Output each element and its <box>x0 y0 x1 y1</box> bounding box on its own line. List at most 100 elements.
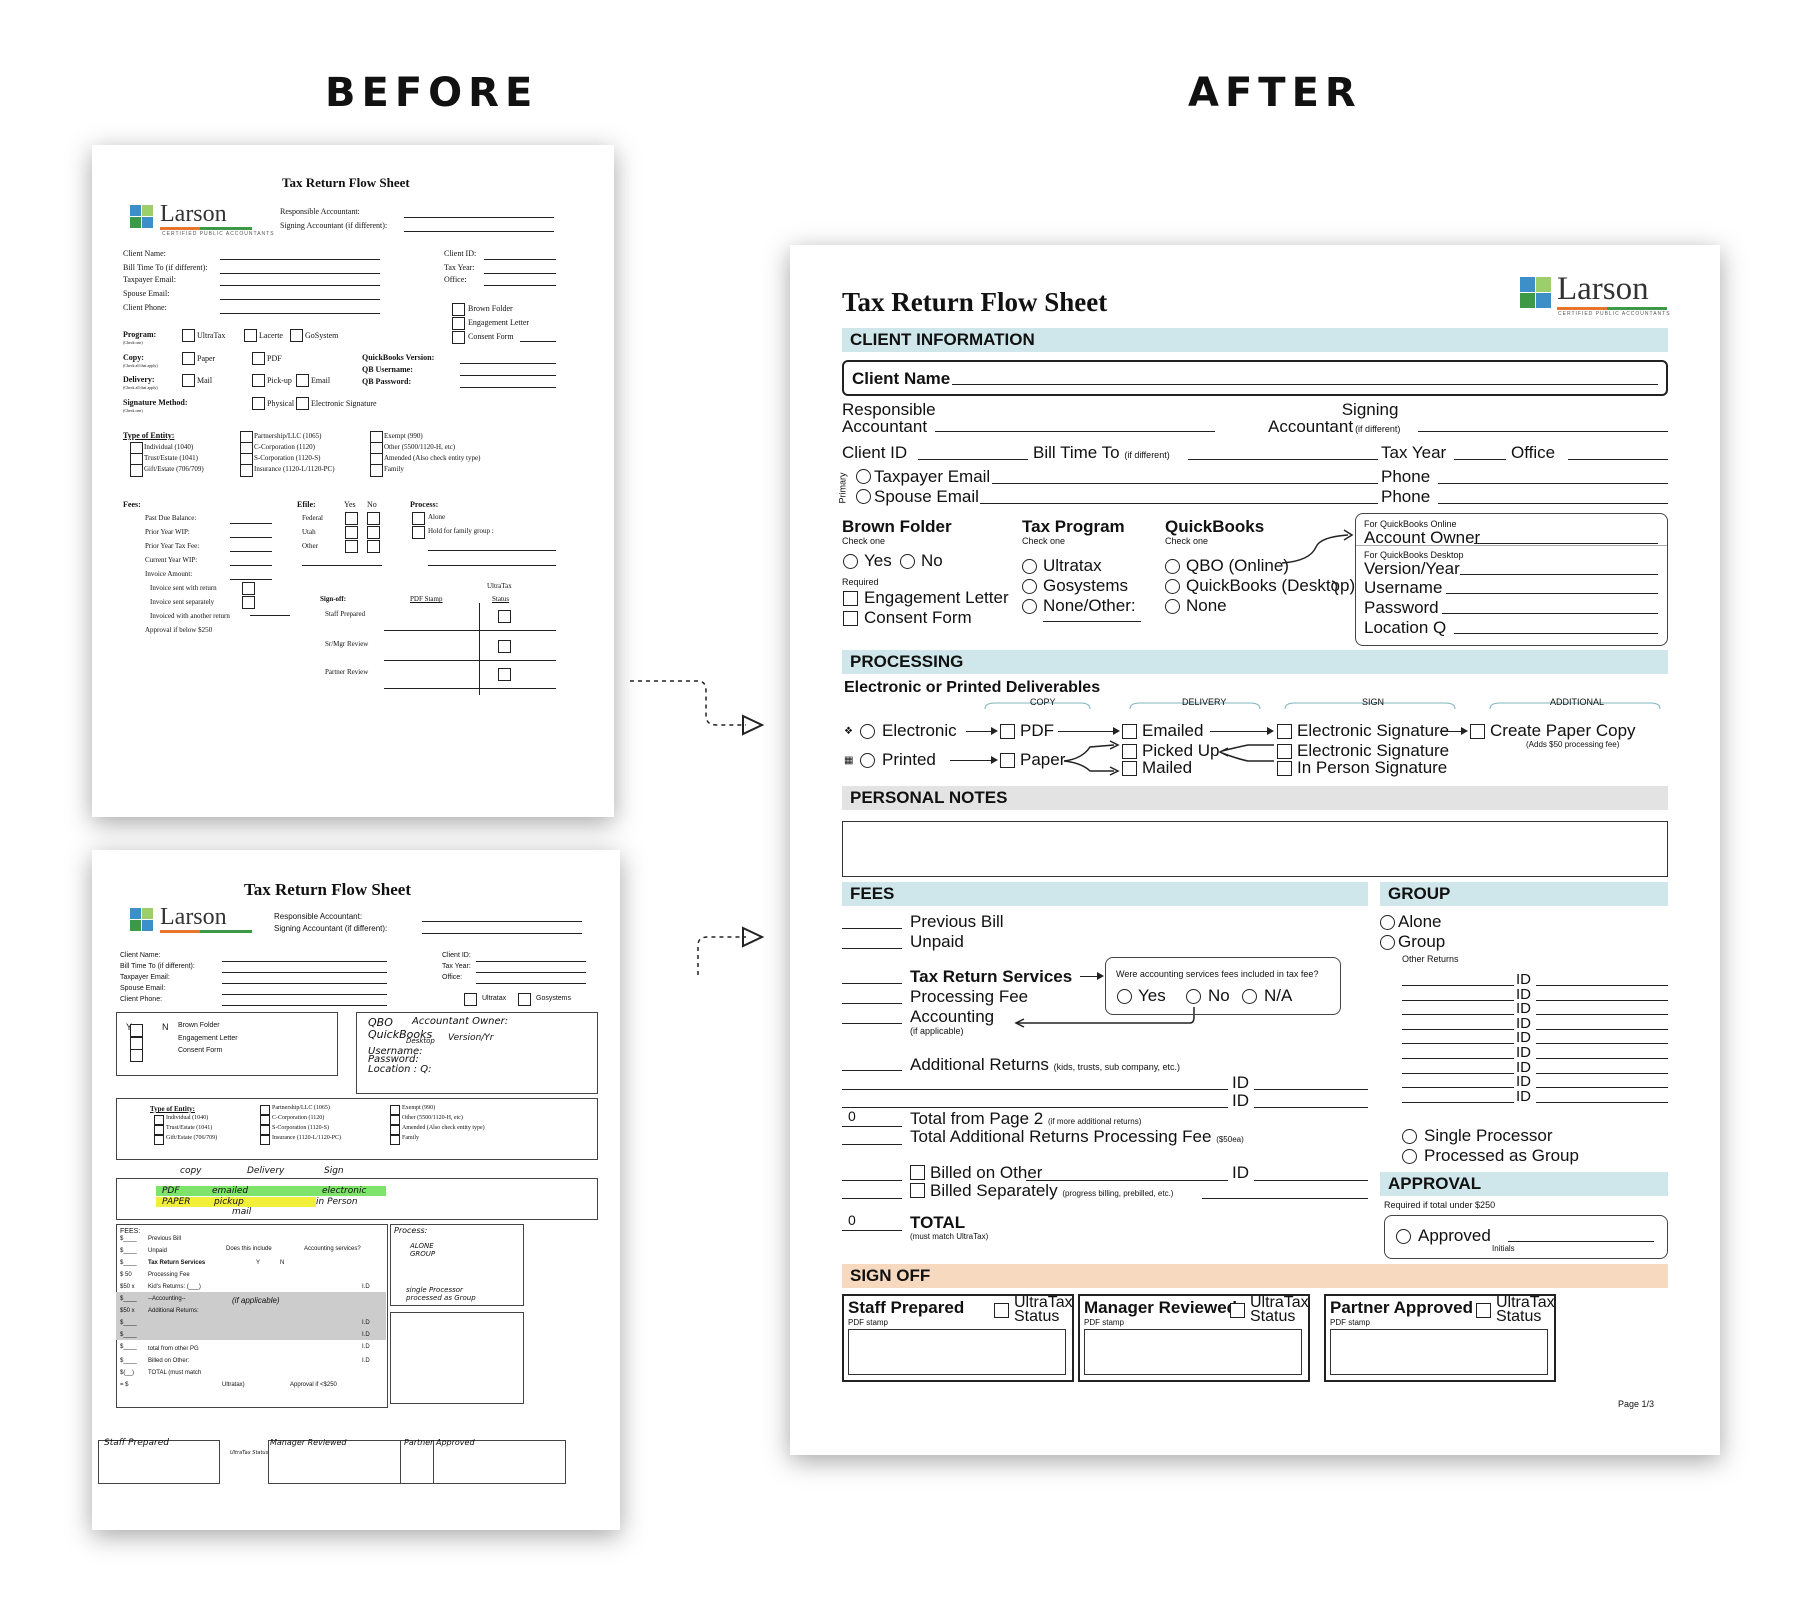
b2-entity-checkbox[interactable] <box>260 1105 270 1115</box>
b1-efile-yes-checkbox[interactable] <box>345 512 358 525</box>
brown-folder-yes-radio[interactable] <box>843 554 858 569</box>
b1-entity-checkbox[interactable] <box>240 464 253 477</box>
billed-separately-checkbox[interactable] <box>910 1183 925 1198</box>
in-person-signature-checkbox[interactable] <box>1277 761 1292 776</box>
ultratax-status-checkbox[interactable] <box>994 1303 1009 1318</box>
b1-efile-no-checkbox[interactable] <box>367 526 380 539</box>
b1-folder-checkbox[interactable] <box>452 303 465 316</box>
electronic-radio[interactable] <box>860 724 875 739</box>
b2-entity-checkbox[interactable] <box>390 1135 400 1145</box>
b1-process-checkbox[interactable] <box>412 512 425 525</box>
group-alone-radio[interactable] <box>1380 915 1395 930</box>
b2-entity-checkbox[interactable] <box>154 1135 164 1145</box>
billed-on-other-checkbox[interactable] <box>910 1165 925 1180</box>
b2-entity-checkbox[interactable] <box>260 1115 270 1125</box>
group-return-id-label: ID <box>1516 1000 1531 1018</box>
b2-entity-checkbox[interactable] <box>390 1125 400 1135</box>
b1-entity-checkbox[interactable] <box>370 464 383 477</box>
gosystems-radio[interactable] <box>1022 579 1037 594</box>
printed-radio[interactable] <box>860 753 875 768</box>
accounting-no-radio[interactable] <box>1186 989 1201 1004</box>
b1-invoice-checkbox[interactable] <box>242 596 255 609</box>
b1-signature-checkbox[interactable] <box>296 397 309 410</box>
b1-delivery-checkbox[interactable] <box>296 374 309 387</box>
none-other-radio[interactable] <box>1022 599 1037 614</box>
b2-handwritten-note: Staff Prepared <box>104 1438 169 1448</box>
b1-program-checkbox[interactable] <box>182 329 195 342</box>
form-title: Tax Return Flow Sheet <box>282 175 410 190</box>
b1-signoff-checkbox[interactable] <box>498 668 511 681</box>
electronic-signature-checkbox[interactable] <box>1277 724 1292 739</box>
b1-folder-checkbox[interactable] <box>452 331 465 344</box>
accounting-yes-radio[interactable] <box>1117 989 1132 1004</box>
b2-folder-checkbox[interactable] <box>130 1049 143 1062</box>
transition-arrows <box>630 680 765 975</box>
b1-qb-label: QB Password: <box>362 377 412 386</box>
b1-delivery-checkbox[interactable] <box>252 374 265 387</box>
brown-folder-no-radio[interactable] <box>900 554 915 569</box>
b2-entity-checkbox[interactable] <box>154 1115 164 1125</box>
processed-as-group-radio[interactable] <box>1402 1149 1417 1164</box>
primary-taxpayer-radio[interactable] <box>856 469 871 484</box>
create-paper-copy-checkbox[interactable] <box>1470 724 1485 739</box>
b1-efile-no-checkbox[interactable] <box>367 540 380 553</box>
b1-signoff-checkbox[interactable] <box>498 610 511 623</box>
account-owner-label: Account Owner <box>1364 528 1481 547</box>
b1-copy-checkbox[interactable] <box>252 352 265 365</box>
b1-invoice-checkbox[interactable] <box>242 582 255 595</box>
emailed-checkbox[interactable] <box>1122 724 1137 739</box>
b1-efile-yes-checkbox[interactable] <box>345 540 358 553</box>
b1-efile-no-checkbox[interactable] <box>367 512 380 525</box>
b1-folder-label: Brown Folder <box>468 304 513 313</box>
b2-entity-checkbox[interactable] <box>390 1105 400 1115</box>
form-title: Tax Return Flow Sheet <box>842 287 1108 317</box>
section-client-information: CLIENT INFORMATION <box>842 328 1668 352</box>
b1-program-checkbox[interactable] <box>290 329 303 342</box>
b2-entity-checkbox[interactable] <box>260 1135 270 1145</box>
accounting-na-radio[interactable] <box>1242 989 1257 1004</box>
b2-handwritten-note: single Processor <box>406 1286 463 1294</box>
b1-signature-checkbox[interactable] <box>252 397 265 410</box>
b1-process-checkbox[interactable] <box>412 526 425 539</box>
section-sign-off: SIGN OFF <box>842 1264 1668 1288</box>
qbo-online-radio[interactable] <box>1165 559 1180 574</box>
b1-delivery-checkbox[interactable] <box>182 374 195 387</box>
single-processor-radio[interactable] <box>1402 1129 1417 1144</box>
consent-form-checkbox[interactable] <box>843 611 858 626</box>
b1-program-checkbox[interactable] <box>244 329 257 342</box>
pdf-stamp-area[interactable] <box>1084 1329 1302 1375</box>
primary-spouse-radio[interactable] <box>856 489 871 504</box>
b2-ultratax-checkbox[interactable] <box>464 993 477 1006</box>
b2-gosystems-checkbox[interactable] <box>518 993 531 1006</box>
personal-notes-textarea[interactable] <box>842 821 1668 877</box>
total-additional-label: Total Additional Returns Processing Fee … <box>910 1127 1244 1146</box>
b2-entity-checkbox[interactable] <box>390 1115 400 1125</box>
larson-logo: Larson CERTIFIED PUBLIC ACCOUNTANTS <box>1520 271 1670 317</box>
pdf-stamp-area[interactable] <box>848 1329 1066 1375</box>
paper-branch-arrows <box>1063 740 1120 776</box>
quickbooks-none-radio[interactable] <box>1165 599 1180 614</box>
engagement-letter-checkbox[interactable] <box>843 591 858 606</box>
b1-copy-checkbox[interactable] <box>182 352 195 365</box>
ultratax-status-checkbox[interactable] <box>1230 1303 1245 1318</box>
paper-checkbox[interactable] <box>1000 753 1015 768</box>
quickbooks-desktop-radio[interactable] <box>1165 579 1180 594</box>
ultratax-radio[interactable] <box>1022 559 1037 574</box>
b1-entity-checkbox[interactable] <box>130 464 143 477</box>
pdf-stamp-area[interactable] <box>1330 1329 1548 1375</box>
b1-field-label: Office: <box>444 275 467 284</box>
pdf-checkbox[interactable] <box>1000 724 1015 739</box>
ultratax-status-checkbox[interactable] <box>1476 1303 1491 1318</box>
electronic-signature-2-checkbox[interactable] <box>1277 744 1292 759</box>
b2-entity-checkbox[interactable] <box>154 1125 164 1135</box>
b1-folder-checkbox[interactable] <box>452 317 465 330</box>
b2-entity-checkbox[interactable] <box>260 1125 270 1135</box>
client-name-field[interactable]: Client Name <box>842 360 1668 396</box>
mailed-checkbox[interactable] <box>1122 761 1137 776</box>
picked-up-checkbox[interactable] <box>1122 744 1137 759</box>
b2-folder-checkbox[interactable] <box>130 1024 143 1037</box>
approved-radio[interactable] <box>1396 1229 1411 1244</box>
b1-signoff-checkbox[interactable] <box>498 640 511 653</box>
b1-efile-yes-checkbox[interactable] <box>345 526 358 539</box>
group-group-radio[interactable] <box>1380 935 1395 950</box>
